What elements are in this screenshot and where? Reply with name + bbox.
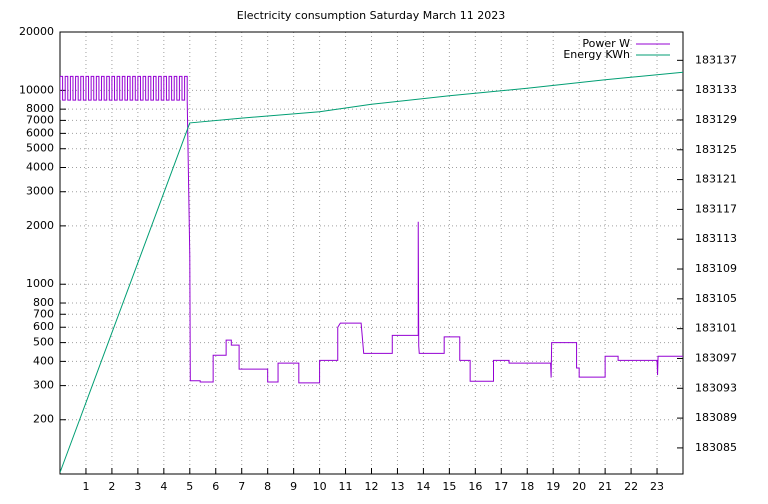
y2-tick-label: 183085 [695, 441, 737, 454]
y2-tick-label: 183133 [695, 83, 737, 96]
x-tick-label: 5 [186, 480, 193, 493]
x-tick-label: 20 [572, 480, 586, 493]
y-tick-label: 20000 [19, 25, 54, 38]
y-tick-label: 5000 [26, 142, 54, 155]
y-tick-label: 600 [33, 320, 54, 333]
x-tick-label: 16 [468, 480, 482, 493]
y2-tick-label: 183113 [695, 232, 737, 245]
x-tick-label: 12 [365, 480, 379, 493]
x-tick-label: 22 [624, 480, 638, 493]
y-tick-label: 700 [33, 307, 54, 320]
x-tick-label: 23 [650, 480, 664, 493]
x-tick-label: 6 [212, 480, 219, 493]
x-tick-label: 21 [598, 480, 612, 493]
y-tick-label: 4000 [26, 161, 54, 174]
x-tick-label: 9 [290, 480, 297, 493]
x-tick-label: 15 [442, 480, 456, 493]
x-tick-label: 19 [546, 480, 560, 493]
y2-tick-label: 183105 [695, 292, 737, 305]
y-tick-label: 10000 [19, 83, 54, 96]
legend-label: Power W [582, 37, 630, 50]
series-line [60, 75, 683, 384]
x-tick-label: 11 [339, 480, 353, 493]
x-tick-label: 14 [416, 480, 430, 493]
y2-tick-label: 183089 [695, 411, 737, 424]
y-tick-label: 200 [33, 413, 54, 426]
x-tick-label: 10 [313, 480, 327, 493]
y-tick-label: 7000 [26, 113, 54, 126]
y-tick-label: 1000 [26, 277, 54, 290]
x-tick-label: 7 [238, 480, 245, 493]
y-tick-label: 2000 [26, 219, 54, 232]
y2-tick-label: 183117 [695, 202, 737, 215]
y2-tick-label: 183129 [695, 113, 737, 126]
y-tick-label: 500 [33, 336, 54, 349]
y2-tick-label: 183137 [695, 53, 737, 66]
y-tick-label: 300 [33, 379, 54, 392]
x-tick-label: 3 [134, 480, 141, 493]
y2-tick-label: 183101 [695, 322, 737, 335]
y-tick-label: 6000 [26, 126, 54, 139]
y-tick-label: 400 [33, 354, 54, 367]
x-tick-label: 4 [160, 480, 167, 493]
y2-tick-label: 183097 [695, 351, 737, 364]
x-tick-label: 18 [520, 480, 534, 493]
legend-label: Energy KWh [563, 48, 630, 61]
x-tick-label: 2 [108, 480, 115, 493]
series-line [60, 71, 683, 473]
x-tick-label: 8 [264, 480, 271, 493]
y-tick-label: 800 [33, 296, 54, 309]
y-tick-label: 8000 [26, 102, 54, 115]
y-tick-label: 3000 [26, 185, 54, 198]
chart-title: Electricity consumption Saturday March 1… [237, 9, 505, 22]
x-tick-label: 13 [390, 480, 404, 493]
x-tick-label: 1 [82, 480, 89, 493]
plot-border [59, 31, 684, 475]
x-tick-label: 17 [494, 480, 508, 493]
y2-tick-label: 183109 [695, 262, 737, 275]
y2-tick-label: 183121 [695, 173, 737, 186]
y2-tick-label: 183125 [695, 143, 737, 156]
y2-tick-label: 183093 [695, 381, 737, 394]
